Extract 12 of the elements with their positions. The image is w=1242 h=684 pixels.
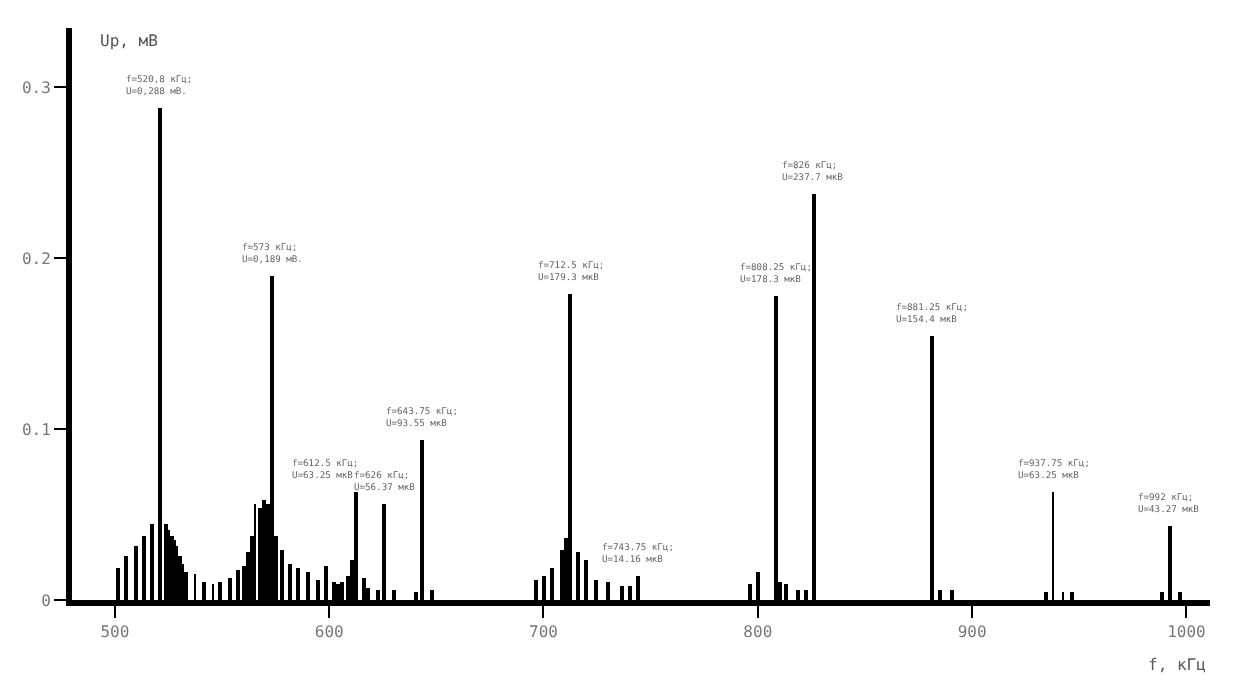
y-tick-label: 0.2 <box>21 249 52 268</box>
x-tick-label: 600 <box>314 623 344 642</box>
x-tick-label: 900 <box>957 623 987 642</box>
x-tick-label: 800 <box>743 623 773 642</box>
y-axis-title: Uр, мВ <box>100 32 159 50</box>
x-tick-label: 700 <box>529 623 559 642</box>
y-tick-label: 0.1 <box>21 420 52 439</box>
x-tick-label: 1000 <box>1167 623 1207 642</box>
y-tick-label: 0 <box>41 591 52 610</box>
y-tick-label: 0.3 <box>21 78 52 97</box>
x-tick-label: 500 <box>100 623 130 642</box>
x-axis-title: f, кГц <box>1148 656 1207 674</box>
